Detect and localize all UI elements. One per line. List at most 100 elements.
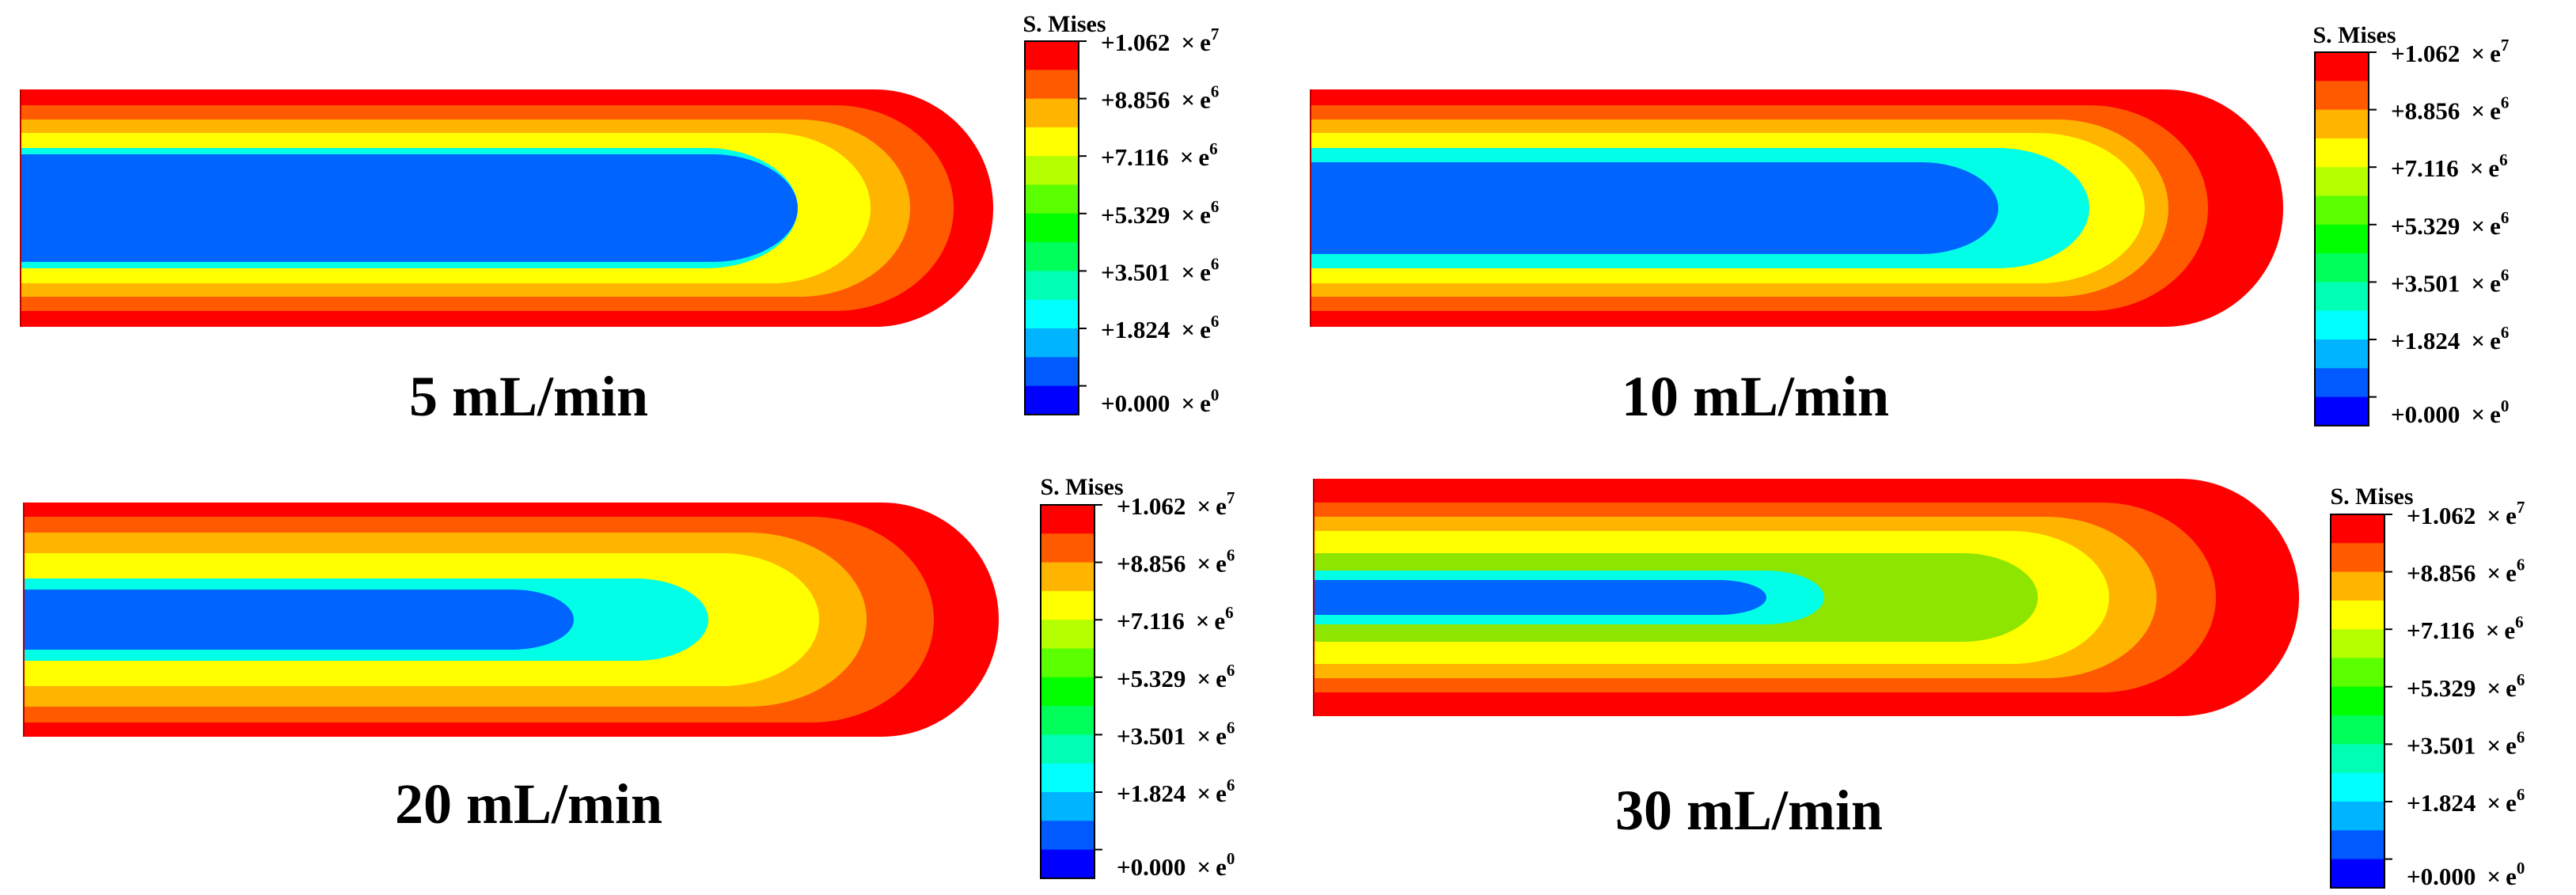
legend-exponent: 0 — [2517, 859, 2525, 878]
legend-times: × — [1181, 389, 1195, 417]
legend-times: × — [2471, 269, 2485, 297]
legend-base: e — [2490, 327, 2501, 355]
legend-times: × — [1197, 779, 1211, 807]
legend-swatch — [2315, 253, 2369, 283]
legend-swatch — [1025, 242, 1079, 271]
legend-swatch — [1041, 505, 1095, 534]
legend-exponent: 6 — [2499, 150, 2508, 169]
legend-times: × — [1197, 853, 1211, 881]
legend-mantissa: +3.501 — [2407, 731, 2475, 759]
legend-label: +0.000 × e0 — [2407, 859, 2525, 890]
legend-times: × — [2470, 154, 2484, 182]
legend-base: e — [1200, 201, 1211, 229]
legend-swatch — [2315, 282, 2369, 312]
legend-exponent: 6 — [2501, 208, 2510, 227]
contour-band-blue — [1311, 162, 1998, 254]
legend-swatch — [2315, 368, 2369, 398]
legend-swatch — [2331, 571, 2384, 601]
legend-swatch — [1025, 184, 1079, 214]
legend-swatch — [2331, 859, 2384, 889]
legend-base: e — [1200, 389, 1211, 417]
legend-exponent: 7 — [2501, 36, 2510, 55]
legend-base: e — [2506, 789, 2517, 817]
legend-swatch — [2315, 195, 2369, 226]
legend-title: S. Mises — [1023, 11, 1106, 37]
legend-label: +1.062 × e7 — [1101, 25, 1219, 56]
legend-swatch — [1041, 821, 1095, 851]
legend-base: e — [1216, 853, 1227, 881]
legend-swatch — [1025, 299, 1079, 329]
legend-exponent: 6 — [2517, 727, 2525, 746]
legend-mantissa: +7.116 — [1117, 607, 1185, 635]
legend-base: e — [2488, 154, 2499, 182]
legend-exponent: 6 — [1211, 312, 1220, 331]
panel-caption: 5 mL/min — [409, 365, 648, 428]
legend-label: +1.824 × e6 — [1117, 776, 1235, 807]
contour-band-blue — [24, 590, 574, 650]
legend-exponent: 6 — [1227, 661, 1235, 680]
legend-mantissa: +3.501 — [2391, 269, 2460, 297]
legend-times: × — [1197, 492, 1211, 520]
panel-caption: 10 mL/min — [1622, 365, 1889, 428]
legend-exponent: 6 — [1225, 603, 1234, 622]
legend-label: +1.062 × e7 — [2407, 498, 2525, 529]
legend-label: +5.329 × e6 — [2407, 670, 2525, 702]
legend-swatch — [1025, 328, 1079, 358]
legend-mantissa: +1.062 — [1101, 28, 1170, 56]
legend-exponent: 6 — [1209, 139, 1218, 158]
legend-base: e — [1200, 316, 1211, 343]
legend-label: +3.501 × e6 — [1117, 718, 1235, 749]
legend-mantissa: +0.000 — [1101, 389, 1170, 417]
legend-label: +1.062 × e7 — [2391, 36, 2509, 67]
legend-times: × — [1181, 258, 1195, 286]
legend-times: × — [2487, 559, 2501, 587]
legend-swatch — [2331, 543, 2384, 573]
legend-label: +3.501 × e6 — [1101, 254, 1219, 286]
legend-swatch — [2315, 396, 2369, 427]
legend-mantissa: +1.824 — [1117, 779, 1186, 807]
legend-exponent: 7 — [1211, 25, 1220, 44]
legend-swatch — [2315, 52, 2369, 82]
legend-mantissa: +5.329 — [1117, 665, 1186, 692]
legend-swatch — [1041, 590, 1095, 620]
legend-label: +5.329 × e6 — [1101, 197, 1219, 229]
legend-label: +1.824 × e6 — [2391, 323, 2509, 355]
legend-label: +8.856 × e6 — [2391, 93, 2509, 125]
legend-exponent: 6 — [2517, 670, 2525, 689]
legend-swatch — [1041, 734, 1095, 764]
legend-swatch — [2331, 686, 2384, 716]
legend-label: +1.824 × e6 — [2407, 785, 2525, 817]
legend-label: +3.501 × e6 — [2407, 727, 2525, 759]
legend-exponent: 6 — [1227, 776, 1235, 795]
legend-times: × — [2487, 789, 2501, 817]
legend-swatch — [2315, 167, 2369, 197]
contour-band-blue — [1314, 580, 1766, 615]
legend-base: e — [2490, 212, 2501, 240]
legend-title: S. Mises — [1041, 474, 1124, 500]
legend-times: × — [1181, 86, 1195, 114]
legend-times: × — [2471, 327, 2485, 355]
legend-exponent: 6 — [2517, 556, 2525, 575]
contour-panel-3: 20 mL/min — [23, 502, 999, 836]
legend-mantissa: +3.501 — [1117, 722, 1186, 749]
legend-base: e — [1216, 665, 1227, 692]
legend-exponent: 6 — [1211, 254, 1220, 273]
legend-label: +8.856 × e6 — [2407, 556, 2525, 587]
legend-base: e — [2506, 674, 2517, 702]
legend-swatch — [1025, 213, 1079, 243]
legend-label: +3.501 × e6 — [2391, 265, 2509, 297]
legend-swatch — [2315, 310, 2369, 340]
legend-swatch — [1041, 648, 1095, 678]
legend-base: e — [2490, 40, 2501, 67]
legend-exponent: 6 — [2515, 612, 2524, 631]
legend-3: S. Mises+1.062 × e7+8.856 × e6+7.116 × e6+5.32… — [1040, 474, 1235, 881]
legend-times: × — [2487, 674, 2501, 702]
legend-swatch — [1025, 127, 1079, 157]
legend-label: +7.116 × e6 — [2407, 612, 2524, 644]
legend-mantissa: +0.000 — [1117, 853, 1186, 881]
legend-swatch — [2331, 715, 2384, 745]
legend-swatch — [1025, 41, 1079, 70]
legend-exponent: 0 — [2501, 396, 2510, 415]
legend-exponent: 6 — [2501, 93, 2510, 112]
